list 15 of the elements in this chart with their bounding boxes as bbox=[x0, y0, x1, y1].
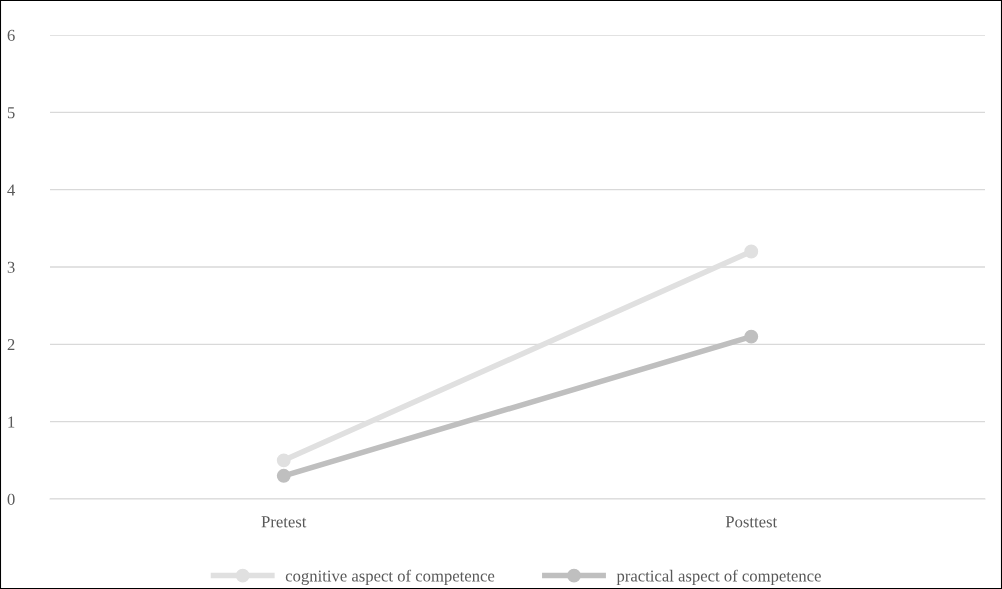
y-tick-label: 6 bbox=[7, 29, 15, 41]
x-tick-label: Posttest bbox=[725, 516, 778, 528]
legend-label: cognitive aspect of competence bbox=[285, 569, 495, 586]
y-tick-label: 2 bbox=[7, 339, 15, 351]
y-tick-label: 0 bbox=[7, 493, 15, 505]
y-tick-label: 1 bbox=[8, 416, 15, 428]
point bbox=[744, 244, 759, 259]
x-tick-label: Pretest bbox=[261, 516, 307, 528]
y-tick-label: 5 bbox=[7, 107, 15, 119]
legend-label: practical aspect of competence bbox=[616, 569, 821, 585]
point bbox=[276, 453, 291, 468]
y-tick-label: 4 bbox=[7, 184, 16, 196]
y-tick-label: 3 bbox=[7, 261, 15, 273]
point bbox=[744, 329, 759, 344]
point bbox=[276, 468, 291, 483]
